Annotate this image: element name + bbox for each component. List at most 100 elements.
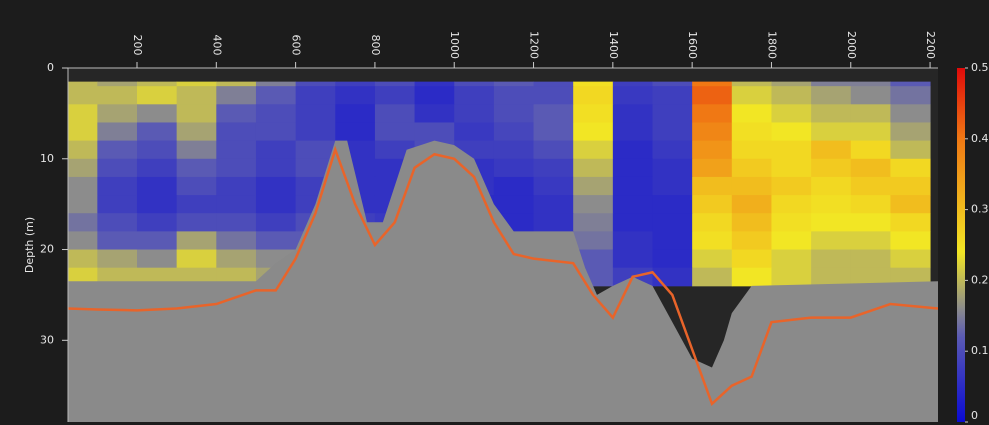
heatmap-cell	[493, 176, 535, 196]
heatmap-cell	[176, 195, 217, 214]
heatmap-cell	[612, 104, 653, 123]
heatmap-cell	[295, 122, 336, 142]
heatmap-cell	[890, 249, 931, 269]
heatmap-cell	[652, 213, 693, 232]
heatmap-cell	[493, 195, 535, 214]
heatmap-cell	[68, 86, 98, 105]
heatmap-cell	[731, 140, 772, 160]
heatmap-cell	[771, 231, 812, 251]
colorbar-tick-label: 0.1	[971, 344, 989, 357]
heatmap-cell	[850, 213, 891, 232]
heatmap-cell	[692, 267, 733, 287]
heatmap-cell	[255, 81, 297, 87]
heatmap-cell	[692, 176, 733, 196]
heatmap-cell	[255, 195, 297, 214]
heatmap-cell	[612, 122, 653, 142]
heatmap-cell	[216, 86, 257, 105]
heatmap-cell	[414, 122, 455, 142]
heatmap-cell	[295, 104, 336, 123]
heatmap-cell	[374, 81, 416, 87]
heatmap-cell	[493, 81, 535, 87]
y-tick-label: 20	[40, 243, 54, 256]
x-tick-label: 600	[290, 35, 303, 56]
heatmap-cell	[890, 267, 931, 287]
x-tick-label: 1200	[528, 31, 541, 59]
heatmap-cell	[97, 231, 138, 251]
heatmap-cell	[68, 122, 98, 142]
heatmap-cell	[255, 140, 297, 160]
heatmap-cell	[533, 122, 574, 142]
heatmap-cell	[68, 140, 98, 160]
heatmap-cell	[811, 81, 852, 87]
heatmap-cell	[68, 249, 98, 269]
bottom-line	[68, 145, 938, 407]
heatmap-cell	[692, 104, 733, 123]
heatmap-cell	[890, 176, 931, 196]
heatmap-cell	[811, 86, 852, 105]
heatmap-cell	[255, 86, 297, 105]
heatmap-cell	[731, 267, 772, 287]
heatmap-cell	[136, 104, 178, 123]
heatmap-cell	[890, 86, 931, 105]
heatmap-cell	[771, 176, 812, 196]
heatmap-cell	[811, 140, 852, 160]
heatmap-cell	[573, 158, 614, 178]
x-tick-label: 1000	[448, 31, 461, 59]
colorbar	[957, 68, 965, 422]
heatmap-cell	[612, 249, 653, 269]
heatmap-cell	[771, 249, 812, 269]
heatmap-cell	[573, 195, 614, 214]
heatmap-cell	[850, 86, 891, 105]
heatmap-cell	[216, 231, 257, 251]
heatmap-cell	[255, 176, 297, 196]
heatmap-cell	[692, 86, 733, 105]
heatmap-cell	[731, 195, 772, 214]
heatmap-cell	[176, 122, 217, 142]
seabed	[68, 140, 938, 422]
heatmap-cell	[612, 140, 653, 160]
heatmap-cell	[68, 104, 98, 123]
x-tick-label: 2000	[845, 31, 858, 59]
heatmap-cell	[692, 213, 733, 232]
heatmap-cell	[612, 231, 653, 251]
heatmap-cell	[890, 158, 931, 178]
heatmap-cell	[255, 213, 297, 232]
heatmap-cell	[652, 249, 693, 269]
heatmap-cell	[176, 213, 217, 232]
heatmap-cell	[454, 81, 495, 87]
heatmap-cell	[97, 213, 138, 232]
heatmap-cell	[493, 86, 535, 105]
heatmap-cell	[68, 231, 98, 251]
heatmap-cell	[454, 86, 495, 105]
heatmap-cell	[731, 81, 772, 87]
colorbar-tick-label: 0.3	[971, 203, 989, 216]
heatmap-cell	[216, 249, 257, 269]
heatmap-cell	[771, 195, 812, 214]
heatmap-cell	[731, 104, 772, 123]
heatmap-cell	[890, 231, 931, 251]
heatmap-cell	[255, 104, 297, 123]
heatmap-cell	[216, 176, 257, 196]
heatmap-cell	[811, 231, 852, 251]
heatmap-cell	[493, 158, 535, 178]
heatmap-cell	[454, 122, 495, 142]
heatmap-cell	[850, 267, 891, 287]
colorbar-tick-label: 0	[971, 409, 978, 422]
heatmap-cell	[692, 249, 733, 269]
heatmap-cell	[136, 249, 178, 269]
heatmap-cell	[216, 140, 257, 160]
x-tick-label: 400	[210, 35, 223, 56]
heatmap-cell	[850, 81, 891, 87]
heatmap-cell	[533, 104, 574, 123]
heatmap-cell	[890, 81, 931, 87]
heatmap-cell	[652, 122, 693, 142]
heatmap-cell	[136, 81, 178, 87]
heatmap-cell	[811, 176, 852, 196]
heatmap-cell	[850, 195, 891, 214]
heatmap-cell	[573, 213, 614, 232]
heatmap-cell	[533, 86, 574, 105]
x-tick-label: 1800	[765, 31, 778, 59]
heatmap-cell	[414, 81, 455, 87]
heatmap-cell	[573, 176, 614, 196]
